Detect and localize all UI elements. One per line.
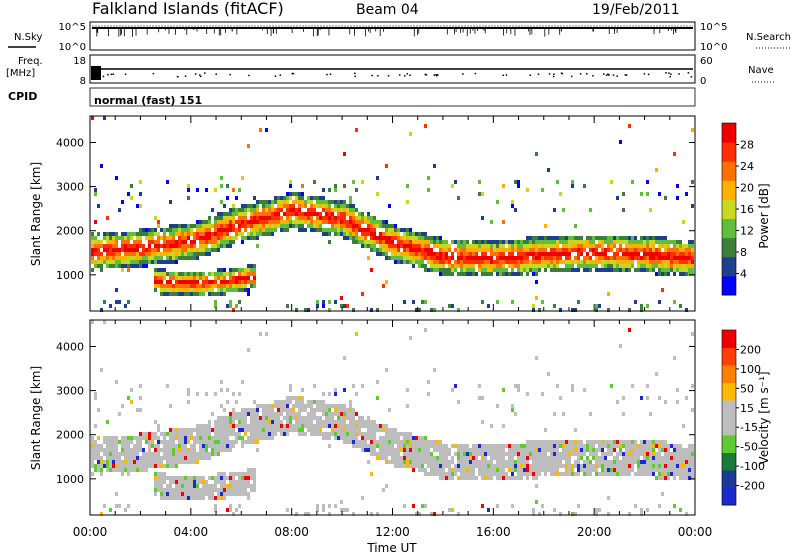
power-colorbar-segment (722, 199, 736, 220)
velocity-colorbar-tick: 100 (740, 363, 761, 376)
power-panel: 1000 2000 3000 4000 Slant Range [km] 28 24 20… (29, 115, 771, 312)
noise-panel: N.Sky 10^5 10^0 10^5 10^0 N.Search (8, 21, 791, 53)
cpid-value: normal (fast) 151 (94, 94, 202, 107)
velocity-colorbar-segment (722, 382, 736, 401)
power-ytick-label: 4000 (56, 136, 84, 149)
power-ytick-label: 3000 (56, 181, 84, 194)
cpid-box (89, 87, 696, 107)
velocity-colorbar-tick: 200 (740, 343, 761, 356)
velocity-colorbar-segment (722, 347, 736, 366)
velocity-colorbar-segment (722, 487, 736, 506)
time-axis-label: Time UT (366, 541, 417, 554)
figure-title: Falkland Islands (fitACF) (92, 0, 284, 18)
power-ylabel: Slant Range [km] (29, 162, 43, 266)
nsearch-label: N.Search (746, 32, 791, 43)
time-tick-label: 20:00 (577, 525, 612, 539)
velocity-ytick-label: 1000 (56, 473, 84, 486)
noise-tick-low-left: 10^0 (59, 42, 86, 53)
power-colorbar-segment (722, 161, 736, 181)
time-tick-label: 16:00 (476, 525, 511, 539)
power-colorbar-segment (722, 123, 736, 143)
power-colorbar-tick: 12 (740, 225, 754, 238)
power-ytick-label: 2000 (56, 225, 84, 238)
freq-label: Freq. (18, 56, 43, 67)
power-colorbar-tick: 28 (740, 139, 754, 152)
nsky-label: N.Sky (14, 32, 42, 43)
velocity-ytick-label: 4000 (56, 340, 84, 353)
noise-tick-high-left: 10^5 (59, 22, 86, 33)
freq-panel: Freq. [MHz] 18 8 60 0 Nave (6, 54, 775, 87)
freq-unit: [MHz] (6, 68, 35, 79)
velocity-ytick-label: 2000 (56, 429, 84, 442)
velocity-colorbar-segment (722, 330, 736, 348)
time-tick-label: 00:00 (678, 525, 713, 539)
power-colorbar-tick: 4 (740, 268, 747, 281)
power-colorbar-segment (722, 218, 736, 239)
velocity-colorbar-tick: -50 (740, 441, 758, 454)
velocity-colorbar-tick: -100 (740, 460, 765, 473)
time-tick-label: 04:00 (174, 525, 209, 539)
velocity-ytick-label: 3000 (56, 385, 84, 398)
velocity-panel: 1000 2000 3000 4000 Slant Range [km] 00:00 0… (29, 319, 771, 539)
velocity-colorbar-tick: 15 (740, 402, 754, 415)
nave-label: Nave (748, 65, 774, 76)
power-colorbar-tick: 16 (740, 203, 754, 216)
velocity-colorbar-tick: -200 (740, 480, 765, 493)
freq-tick-high: 18 (73, 56, 86, 67)
power-colorbar-tick: 20 (740, 182, 754, 195)
velocity-ylabel: Slant Range [km] (29, 366, 43, 470)
velocity-colorbar-tick: -15 (740, 421, 758, 434)
noise-tick-high-right: 10^5 (700, 22, 727, 33)
beam-label: Beam 04 (356, 2, 419, 18)
velocity-colorbar-tick: 50 (740, 382, 754, 395)
velocity-colorbar-segment (722, 400, 736, 418)
power-colorbar-segment (722, 180, 736, 200)
velocity-cbar-label: Velocity [m s⁻¹] (757, 371, 771, 464)
velocity-colorbar-segment (722, 365, 736, 383)
power-cbar-label: Power [dB] (757, 183, 771, 248)
date-label: 19/Feb/2011 (592, 2, 680, 18)
velocity-colorbar-segment (722, 470, 736, 488)
cpid-label: CPID (8, 90, 37, 103)
power-colorbar-tick: 8 (740, 246, 747, 259)
power-colorbar-tick: 24 (740, 160, 754, 173)
nave-tick-high: 60 (700, 56, 713, 67)
velocity-colorbar-segment (722, 452, 736, 471)
power-colorbar-segment (722, 275, 736, 296)
noise-tick-low-right: 10^0 (700, 42, 727, 53)
power-colorbar-segment (722, 142, 736, 162)
time-tick-label: 00:00 (73, 525, 108, 539)
power-ytick-label: 1000 (56, 269, 84, 282)
velocity-colorbar-segment (722, 435, 736, 453)
power-colorbar-segment (722, 256, 736, 277)
time-tick-label: 08:00 (274, 525, 309, 539)
freq-tick-low: 8 (80, 76, 86, 87)
power-colorbar-segment (722, 237, 736, 258)
time-tick-label: 12:00 (375, 525, 410, 539)
velocity-colorbar-segment (722, 417, 736, 436)
nave-tick-low: 0 (700, 76, 706, 87)
